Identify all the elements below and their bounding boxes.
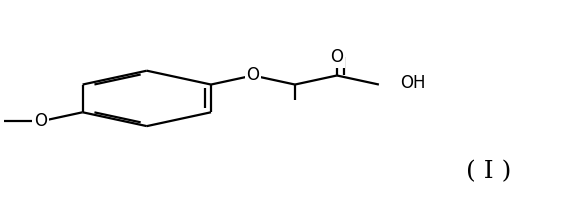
Text: ( I ): ( I ) [466, 160, 512, 183]
Text: O: O [246, 67, 260, 84]
Text: O: O [34, 112, 47, 130]
Text: O: O [331, 48, 343, 66]
Text: OH: OH [401, 75, 426, 92]
